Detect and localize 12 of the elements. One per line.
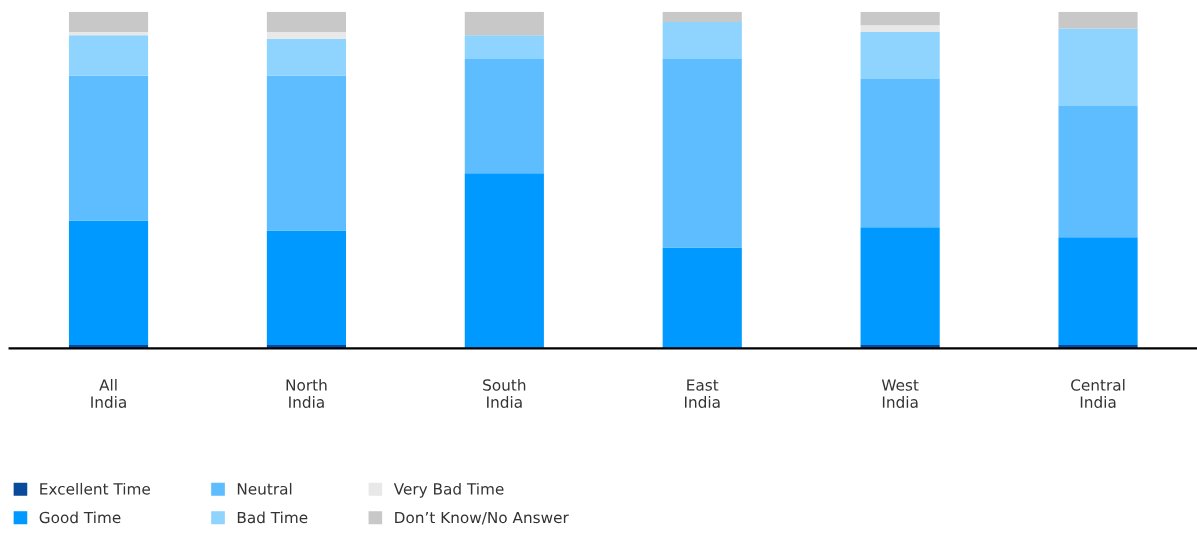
x-tick-label: All India [91, 378, 126, 408]
x-tick-label: West India [881, 379, 919, 408]
legend-label: Neutral [237, 482, 292, 495]
x-tick-label: Central India [1071, 378, 1125, 408]
legend-label: Don’t Know/No Answer [395, 511, 569, 525]
x-tick-label: South India [483, 378, 526, 408]
legend-label: Excellent Time [40, 482, 150, 495]
x-tick-label: East India [684, 379, 720, 408]
legend-label: Good Time [39, 511, 121, 524]
legend-label: Bad Time [237, 511, 308, 524]
x-tick-label: North India [286, 378, 327, 408]
legend-label: Very Bad Time [393, 482, 504, 498]
